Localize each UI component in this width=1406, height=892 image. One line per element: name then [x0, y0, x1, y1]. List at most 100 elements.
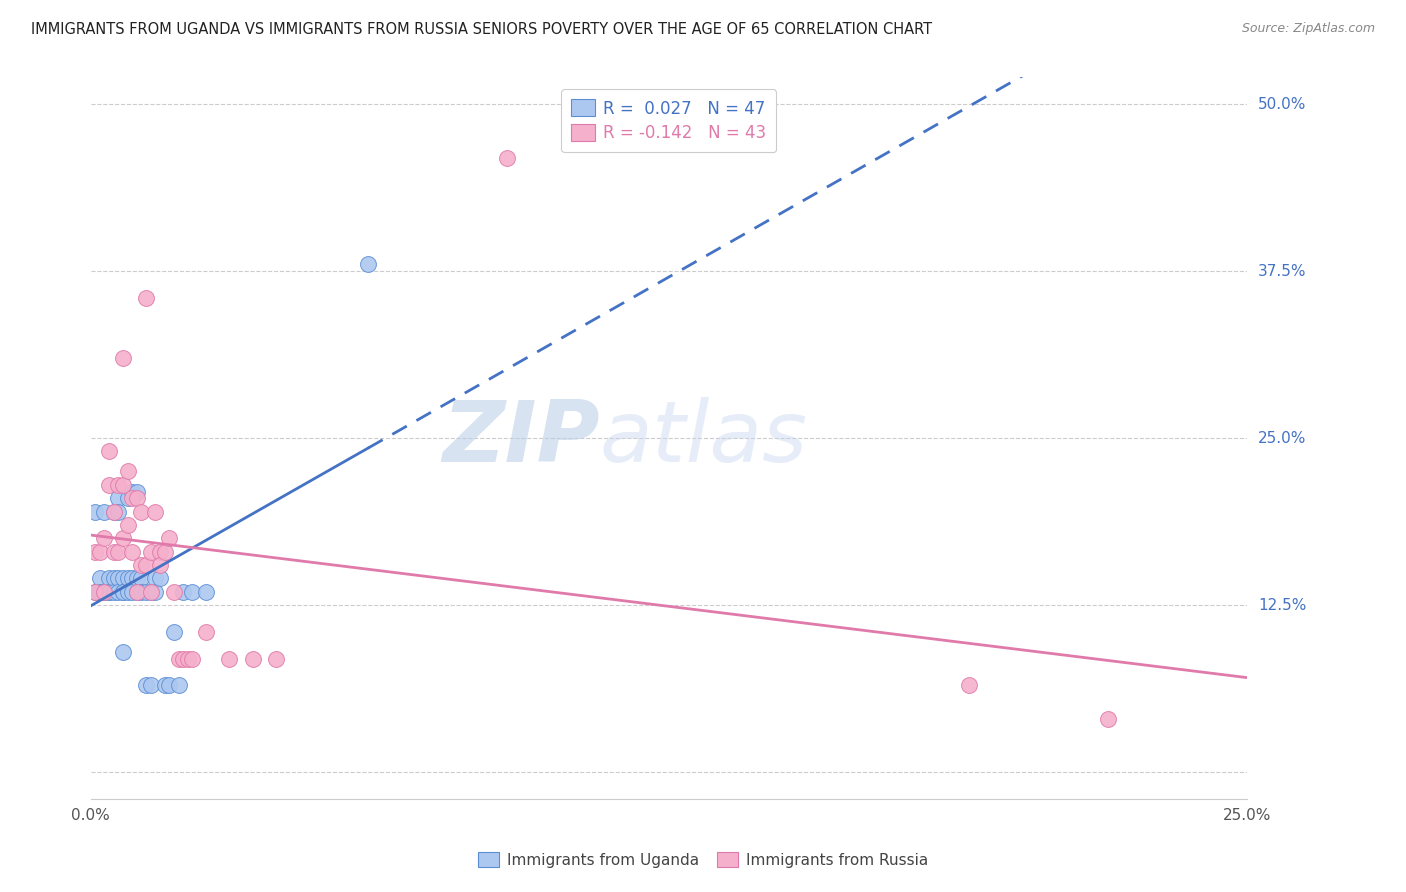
Point [121, 491, 143, 506]
Point [181, 584, 204, 599]
Point [218, 651, 240, 665]
Text: 25.0%: 25.0% [1258, 431, 1306, 446]
Point [131, 505, 153, 519]
Point [959, 678, 981, 692]
Point [117, 571, 139, 585]
Point [111, 584, 134, 599]
Point [103, 571, 125, 585]
Point [89, 584, 111, 599]
Point [117, 465, 139, 479]
Point [98, 584, 121, 599]
Point [163, 584, 186, 599]
Point [149, 558, 172, 572]
Text: 12.5%: 12.5% [1258, 598, 1306, 613]
Point [135, 558, 157, 572]
Point [103, 505, 125, 519]
Point [167, 651, 190, 665]
Text: 37.5%: 37.5% [1258, 264, 1306, 278]
Point [125, 484, 148, 499]
Point [153, 678, 176, 692]
Point [172, 584, 194, 599]
Point [145, 584, 167, 599]
Point [98, 478, 121, 492]
Point [135, 291, 157, 305]
Point [103, 544, 125, 558]
Point [172, 651, 194, 665]
Point [107, 505, 129, 519]
Point [167, 678, 190, 692]
Point [107, 544, 129, 558]
Point [89, 571, 111, 585]
Point [145, 505, 167, 519]
Point [84, 505, 107, 519]
Point [139, 584, 162, 599]
Point [157, 531, 180, 545]
Point [135, 678, 157, 692]
Point [111, 478, 134, 492]
Point [111, 351, 134, 365]
Point [131, 571, 153, 585]
Point [121, 571, 143, 585]
Point [139, 678, 162, 692]
Point [107, 571, 129, 585]
Point [177, 651, 200, 665]
Text: 50.0%: 50.0% [1258, 96, 1306, 112]
Text: IMMIGRANTS FROM UGANDA VS IMMIGRANTS FROM RUSSIA SENIORS POVERTY OVER THE AGE OF: IMMIGRANTS FROM UGANDA VS IMMIGRANTS FRO… [31, 22, 932, 37]
Point [93, 584, 115, 599]
Point [121, 544, 143, 558]
Point [149, 571, 172, 585]
Point [103, 505, 125, 519]
Point [98, 584, 121, 599]
Point [98, 571, 121, 585]
Point [93, 531, 115, 545]
Point [121, 484, 143, 499]
Point [145, 571, 167, 585]
Text: atlas: atlas [599, 397, 807, 480]
Point [121, 584, 143, 599]
Point [111, 531, 134, 545]
Point [89, 544, 111, 558]
Point [163, 624, 186, 639]
Point [111, 571, 134, 585]
Point [93, 584, 115, 599]
Legend: R =  0.027   N = 47, R = -0.142   N = 43: R = 0.027 N = 47, R = -0.142 N = 43 [561, 89, 776, 153]
Point [103, 584, 125, 599]
Point [111, 645, 134, 659]
Point [93, 584, 115, 599]
Legend: Immigrants from Uganda, Immigrants from Russia: Immigrants from Uganda, Immigrants from … [471, 846, 935, 873]
Text: ZIP: ZIP [441, 397, 599, 480]
Point [357, 257, 380, 271]
Point [84, 584, 107, 599]
Point [264, 651, 287, 665]
Point [84, 584, 107, 599]
Point [131, 584, 153, 599]
Point [149, 544, 172, 558]
Point [1097, 712, 1119, 726]
Point [107, 478, 129, 492]
Point [131, 558, 153, 572]
Point [139, 584, 162, 599]
Point [153, 544, 176, 558]
Point [125, 584, 148, 599]
Point [157, 678, 180, 692]
Point [98, 444, 121, 458]
Point [117, 584, 139, 599]
Point [496, 151, 519, 165]
Point [117, 491, 139, 506]
Point [107, 491, 129, 506]
Point [139, 544, 162, 558]
Point [135, 584, 157, 599]
Point [111, 584, 134, 599]
Text: Source: ZipAtlas.com: Source: ZipAtlas.com [1241, 22, 1375, 36]
Point [117, 517, 139, 532]
Point [93, 505, 115, 519]
Point [125, 584, 148, 599]
Point [181, 651, 204, 665]
Point [107, 584, 129, 599]
Point [84, 544, 107, 558]
Point [242, 651, 264, 665]
Point [125, 491, 148, 506]
Point [195, 624, 218, 639]
Point [125, 571, 148, 585]
Point [195, 584, 218, 599]
